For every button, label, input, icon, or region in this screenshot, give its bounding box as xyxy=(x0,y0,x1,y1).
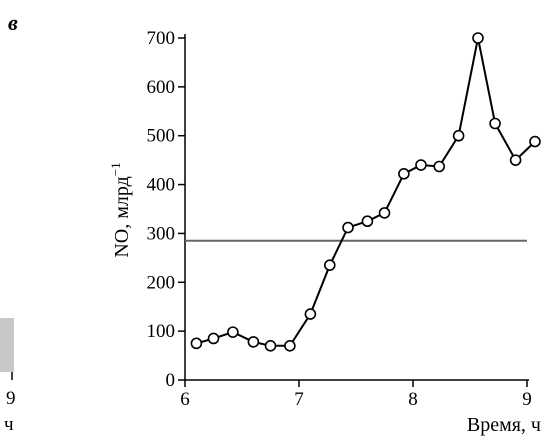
data-point xyxy=(452,129,465,142)
data-point xyxy=(227,326,239,338)
data-point xyxy=(433,160,446,173)
y-tick-label: 500 xyxy=(147,126,176,147)
data-point xyxy=(509,154,522,166)
data-point xyxy=(398,168,410,180)
y-axis-title-main: NO, млрд xyxy=(111,176,133,257)
data-point xyxy=(361,215,374,228)
left-fragment-image-strip xyxy=(0,318,14,372)
series-line xyxy=(196,37,536,347)
y-tick-label: 300 xyxy=(147,223,176,244)
x-axis-title: Время, ч xyxy=(467,414,541,436)
x-tick-label: 7 xyxy=(294,389,304,410)
data-point xyxy=(284,339,296,352)
y-tick-label: 400 xyxy=(147,175,176,196)
data-point xyxy=(247,336,260,348)
y-axis-title-superscript: −1 xyxy=(108,162,123,176)
y-ticks: 0 100 200 300 400 500 600 700 xyxy=(147,28,185,391)
y-tick-label: 0 xyxy=(166,370,176,391)
data-point xyxy=(207,332,220,345)
y-axis-title: NO, млрд−1 xyxy=(108,162,133,257)
data-point xyxy=(489,117,501,130)
x-tick-label: 6 xyxy=(180,389,190,410)
y-tick-label: 100 xyxy=(147,321,176,342)
data-point xyxy=(304,308,317,320)
x-tick-label: 9 xyxy=(522,389,532,410)
data-point xyxy=(472,32,484,44)
x-tick-label: 8 xyxy=(408,389,418,410)
left-fragment-axis-label: ч xyxy=(4,414,14,435)
data-point xyxy=(415,159,427,171)
data-point xyxy=(529,135,541,148)
y-tick-label: 200 xyxy=(147,272,176,293)
x-ticks: 6 7 8 9 xyxy=(180,380,532,410)
left-panel-fragment: 9 ч xyxy=(0,318,16,435)
y-tick-label: 700 xyxy=(147,28,176,49)
data-point xyxy=(378,207,391,219)
data-point xyxy=(323,259,336,271)
left-fragment-tick-label: 9 xyxy=(6,388,16,409)
data-point xyxy=(342,221,354,234)
panel-label: в xyxy=(8,10,18,35)
data-point xyxy=(264,339,277,352)
axes xyxy=(184,34,529,381)
data-points xyxy=(190,32,541,352)
data-point xyxy=(190,337,203,350)
y-tick-label: 600 xyxy=(147,77,176,98)
